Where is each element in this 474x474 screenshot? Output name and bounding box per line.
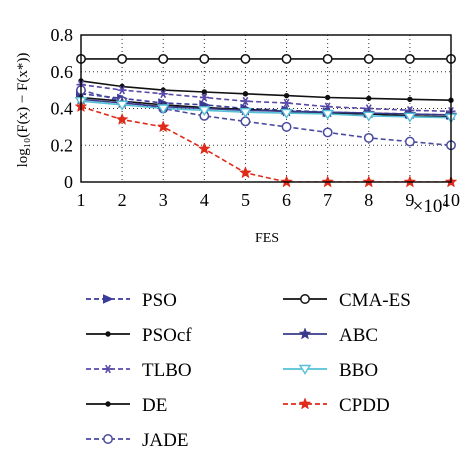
legend-label: BBO bbox=[339, 360, 378, 381]
data-point-jade bbox=[404, 136, 415, 147]
data-point-jade bbox=[240, 116, 251, 127]
plot-frame bbox=[80, 34, 452, 183]
x-multiplier: ×10⁴ bbox=[413, 196, 450, 217]
legend-item-cpdd: CPDD bbox=[283, 395, 390, 416]
x-tick-labels: 1 2 3 4 5 6 7 8 9 10 bbox=[77, 190, 461, 210]
data-point-tlbo bbox=[199, 93, 209, 102]
legend-swatch-marker bbox=[105, 401, 111, 407]
legend-item-abc: ABC bbox=[283, 325, 378, 346]
y-tick-labels: 0 0.2 0.4 0.6 0.8 bbox=[51, 25, 74, 192]
x-tick-label: 1 bbox=[77, 190, 86, 210]
legend-item-bbo: BBO bbox=[283, 360, 378, 381]
series-line-cpdd bbox=[81, 105, 451, 182]
x-tick-label: 9 bbox=[405, 190, 414, 210]
y-tick-label: 0.6 bbox=[51, 62, 74, 82]
legend-label: ABC bbox=[339, 325, 378, 346]
data-point-cpdd bbox=[115, 112, 129, 125]
data-point-cma-es bbox=[404, 53, 415, 64]
x-tick-label: 10 bbox=[442, 190, 460, 210]
data-point-cma-es bbox=[117, 53, 128, 64]
x-tick-label: 5 bbox=[241, 190, 250, 210]
data-point-cma-es bbox=[158, 53, 169, 64]
data-point-bbo bbox=[198, 106, 211, 117]
data-point-bbo bbox=[156, 104, 170, 115]
legend-item-jade: JADE bbox=[86, 430, 188, 451]
y-tick-label: 0.4 bbox=[51, 99, 74, 119]
legend-item-de: DE bbox=[86, 395, 167, 416]
series-line-jade bbox=[81, 89, 451, 147]
data-point-psocf bbox=[407, 96, 413, 103]
data-point-tlbo bbox=[158, 89, 168, 99]
x-tick-label: 6 bbox=[282, 190, 291, 210]
series-line-abc bbox=[81, 98, 451, 116]
markers-layer bbox=[74, 53, 458, 188]
y-tick-label: 0.8 bbox=[51, 25, 74, 45]
y-axis-label: log₁₀(F(x) − F(x*)) bbox=[15, 53, 31, 168]
legend-swatch-marker bbox=[103, 364, 113, 374]
data-point-cpdd bbox=[197, 142, 211, 155]
data-point-bbo bbox=[280, 108, 293, 119]
x-axis-label: FES bbox=[255, 231, 279, 246]
data-point-jade bbox=[363, 132, 374, 143]
data-point-psocf bbox=[242, 91, 249, 97]
data-point-cma-es bbox=[281, 53, 292, 64]
series-line-bbo bbox=[81, 100, 451, 119]
data-point-cma-es bbox=[363, 53, 374, 64]
data-point-psocf bbox=[366, 95, 372, 102]
legend-label: DE bbox=[142, 395, 167, 416]
legend-label: TLBO bbox=[142, 360, 192, 381]
data-point-cpdd bbox=[239, 166, 252, 179]
data-point-jade bbox=[281, 121, 292, 132]
legend-swatch-marker bbox=[298, 327, 312, 340]
legend-label: PSOcf bbox=[142, 325, 192, 346]
legend-item-pso: PSO bbox=[86, 290, 177, 311]
data-point-cma-es bbox=[240, 53, 251, 64]
series-layer bbox=[81, 58, 451, 182]
legend: PSO PSOcf TLBO DE JADE CMA-ES ABC BBO CPDD bbox=[86, 290, 411, 451]
legend-item-psocf: PSOcf bbox=[86, 325, 192, 346]
x-tick-label: 2 bbox=[118, 190, 127, 210]
legend-label: PSO bbox=[142, 290, 177, 311]
legend-swatch-marker bbox=[298, 364, 312, 375]
y-tick-label: 0.2 bbox=[51, 135, 74, 155]
legend-swatch-marker bbox=[103, 434, 113, 444]
x-tick-label: 8 bbox=[364, 190, 373, 210]
y-tick-label: 0 bbox=[64, 172, 73, 192]
data-point-bbo bbox=[321, 109, 334, 120]
data-point-tlbo bbox=[240, 96, 250, 106]
data-point-psocf bbox=[283, 92, 290, 99]
series-line-tlbo bbox=[81, 83, 451, 113]
data-point-bbo bbox=[239, 107, 252, 118]
legend-item-tlbo: TLBO bbox=[86, 360, 192, 381]
data-point-jade bbox=[322, 127, 333, 138]
x-tick-label: 4 bbox=[200, 190, 209, 210]
legend-label: CMA-ES bbox=[339, 290, 411, 311]
legend-swatch-marker bbox=[298, 397, 312, 410]
gridlines bbox=[81, 35, 451, 182]
legend-item-cma-es: CMA-ES bbox=[283, 290, 411, 311]
legend-label: JADE bbox=[142, 430, 188, 451]
legend-swatch-marker bbox=[105, 331, 111, 337]
data-point-psocf bbox=[324, 94, 331, 101]
data-point-cma-es bbox=[199, 53, 210, 64]
data-point-psocf bbox=[201, 89, 208, 95]
data-point-cpdd bbox=[156, 120, 170, 133]
legend-swatch-marker bbox=[103, 294, 114, 304]
data-point-bbo bbox=[115, 100, 129, 111]
series-line-pso bbox=[81, 93, 451, 116]
x-tick-label: 3 bbox=[159, 190, 168, 210]
x-tick-label: 7 bbox=[323, 190, 332, 210]
legend-swatch-marker bbox=[300, 294, 310, 304]
data-point-cma-es bbox=[322, 53, 333, 64]
series-line-psocf bbox=[81, 80, 451, 101]
data-point-bbo bbox=[362, 111, 376, 122]
data-point-bbo bbox=[403, 112, 417, 123]
legend-label: CPDD bbox=[339, 395, 390, 416]
data-point-tlbo bbox=[282, 98, 292, 108]
data-point-tlbo bbox=[117, 85, 127, 95]
